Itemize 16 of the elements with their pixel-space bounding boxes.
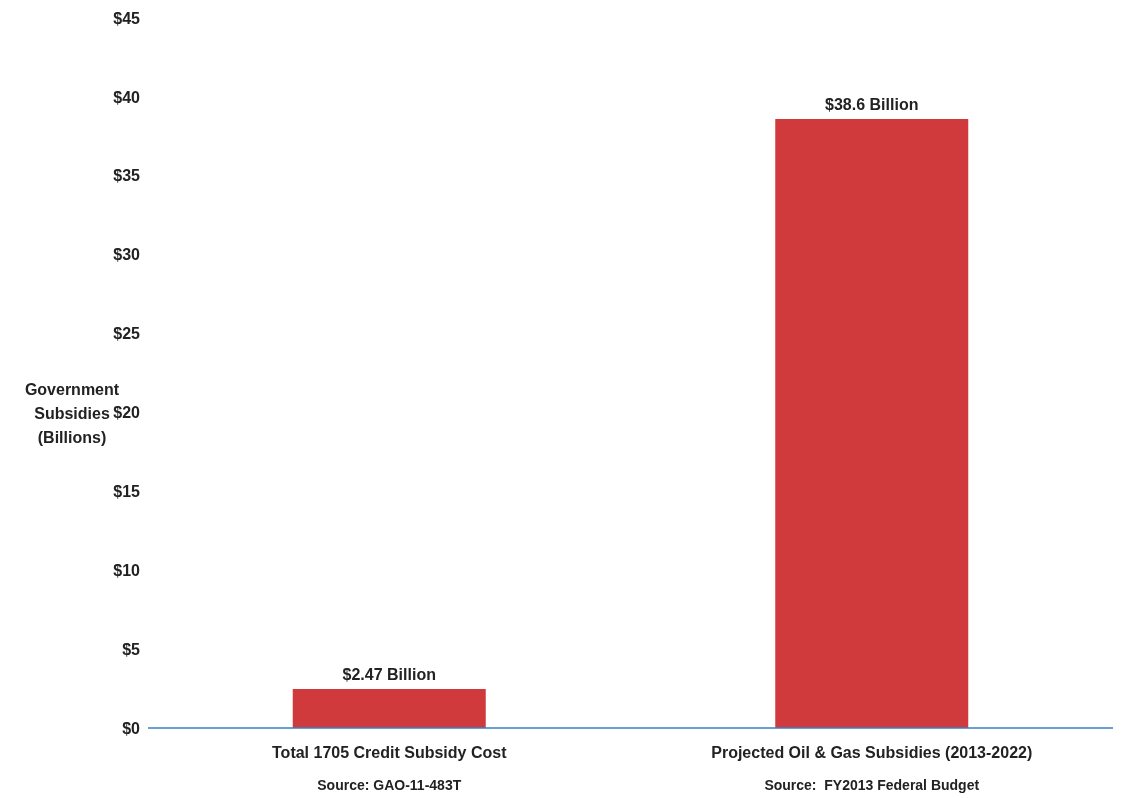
y-tick-label: $5 bbox=[122, 640, 141, 658]
y-tick-label: $40 bbox=[113, 88, 141, 106]
data-label: $38.6 Billion bbox=[825, 95, 919, 113]
x-tick-label: Projected Oil & Gas Subsidies (2013-2022) bbox=[711, 744, 1033, 761]
data-label: $2.47 Billion bbox=[342, 666, 436, 684]
y-tick-label: $45 bbox=[113, 9, 141, 27]
y-tick-label: $35 bbox=[113, 167, 141, 185]
y-tick-label: $0 bbox=[122, 719, 141, 737]
y-tick-label: $30 bbox=[113, 246, 141, 264]
x-tick-label: Total 1705 Credit Subsidy Cost bbox=[272, 744, 508, 761]
source-note: Source: GAO-11-483T bbox=[317, 777, 462, 793]
y-tick-label: $15 bbox=[113, 483, 141, 501]
y-tick-label: $20 bbox=[113, 404, 141, 422]
source-note: Source: FY2013 Federal Budget bbox=[764, 777, 980, 793]
y-tick-label: $10 bbox=[113, 561, 141, 579]
y-tick-label: $25 bbox=[113, 325, 141, 343]
